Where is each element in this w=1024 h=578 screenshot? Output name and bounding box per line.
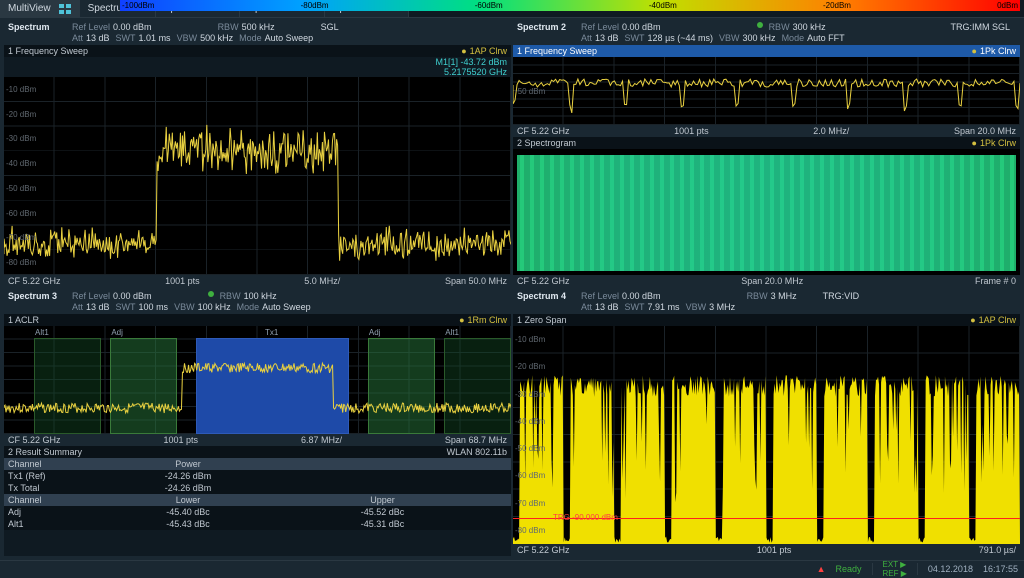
spectrogram[interactable] <box>513 149 1020 275</box>
result-header: 2 Result SummaryWLAN 802.11b <box>4 446 511 458</box>
panel-spectrum: Spectrum Ref Level0.00 dBm RBW500 kHz SG… <box>4 20 511 287</box>
status-ready: Ready <box>836 564 862 574</box>
chart-footer: CF 5.22 GHz1001 pts2.0 MHz/Span 20.0 MHz <box>513 125 1020 137</box>
status-time: 16:17:55 <box>983 564 1018 574</box>
panel-title: Spectrum <box>8 22 72 32</box>
instrument-warning-icon: ▲ <box>817 564 826 574</box>
panel-header: Spectrum 4 Ref Level0.00 dBm RBW3 MHz TR… <box>513 289 1020 314</box>
ext-ref-indicator: EXT ▶REF ▶ <box>883 560 907 578</box>
panel-spectrum3: Spectrum 3 Ref Level0.00 dBm RBW100 kHz … <box>4 289 511 556</box>
panel-header: Spectrum Ref Level0.00 dBm RBW500 kHz SG… <box>4 20 511 45</box>
chart-footer: CF 5.22 GHz1001 pts791.0 µs/ <box>513 544 1020 556</box>
panel-header: Spectrum 3 Ref Level0.00 dBm RBW100 kHz … <box>4 289 511 314</box>
aclr-chart[interactable]: Alt1 Adj Tx1 Adj Alt1 <box>4 326 511 434</box>
chart-footer: CF 5.22 GHz1001 pts5.0 MHz/Span 50.0 MHz <box>4 275 511 287</box>
marker-readout: M1[1] -43.72 dBm5.2175520 GHz <box>4 57 511 77</box>
spectrum2-chart[interactable]: -50 dBm <box>513 57 1020 125</box>
trace-header: 1 Frequency Sweep1Pk Clrw <box>513 45 1020 57</box>
panel-header: Spectrum 2 Ref Level0.00 dBm RBW300 kHz … <box>513 20 1020 45</box>
status-bar: ▲ Ready EXT ▶REF ▶ 04.12.2018 16:17:55 <box>0 560 1024 576</box>
multiview-grid: Spectrum Ref Level0.00 dBm RBW500 kHz SG… <box>0 18 1024 558</box>
panel-spectrum4: Spectrum 4 Ref Level0.00 dBm RBW3 MHz TR… <box>513 289 1020 556</box>
panel-spectrum2: Spectrum 2 Ref Level0.00 dBm RBW300 kHz … <box>513 20 1020 287</box>
zerospan-chart[interactable]: -10 dBm-20 dBm-30 dBm-40 dBm-50 dBm-60 d… <box>513 326 1020 544</box>
result-table: ChannelPowerTx1 (Ref)-24.26 dBmTx Total-… <box>4 458 511 530</box>
spectrogram-header: 2 Spectrogram 1Pk Clrw -100dBm-80dBm-60d… <box>513 137 1020 149</box>
multiview-icon <box>59 4 71 14</box>
trace-header: 1 Zero Span1AP Clrw <box>513 314 1020 326</box>
spectrum-chart[interactable]: -10 dBm-20 dBm-30 dBm-40 dBm-50 dBm-60 d… <box>4 77 511 275</box>
trace-header: 1 ACLR1Rm Clrw <box>4 314 511 326</box>
spectrogram-footer: CF 5.22 GHzSpan 20.0 MHzFrame # 0 <box>513 275 1020 287</box>
tab-multiview[interactable]: MultiView <box>0 0 80 17</box>
chart-footer: CF 5.22 GHz1001 pts6.87 MHz/Span 68.7 MH… <box>4 434 511 446</box>
status-date: 04.12.2018 <box>928 564 973 574</box>
multiview-label: MultiView <box>8 3 51 14</box>
trace-header: 1 Frequency Sweep 1AP Clrw <box>4 45 511 57</box>
